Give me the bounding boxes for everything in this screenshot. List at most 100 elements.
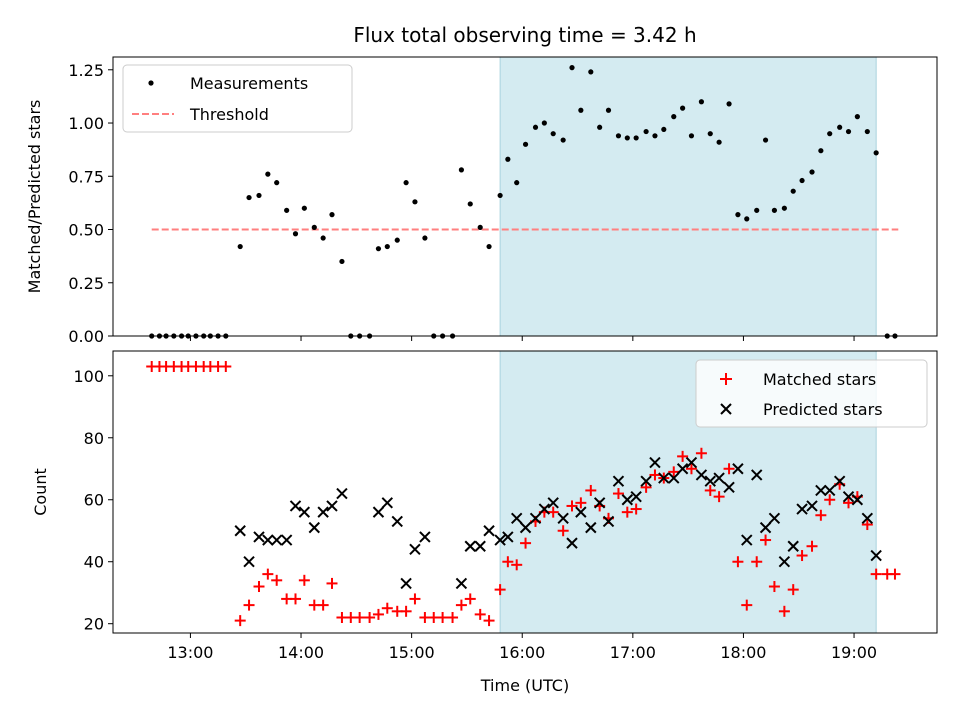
predicted-star-point	[494, 534, 506, 546]
predicted-star-point	[326, 500, 338, 512]
matched-star-point	[557, 525, 569, 537]
matched-star-point	[372, 608, 384, 620]
matched-star-point	[511, 559, 523, 571]
predicted-star-point	[538, 503, 551, 515]
measurement-point	[744, 216, 750, 222]
bottom-x-tick-label: 16:00	[499, 643, 545, 662]
predicted-star-point	[464, 540, 476, 552]
top-legend-box	[122, 64, 353, 133]
predicted-star-point	[474, 540, 486, 552]
matched-star-point	[815, 509, 827, 521]
predicted-star-point	[630, 490, 642, 503]
predicted-star-point	[676, 463, 689, 475]
predicted-star-point	[262, 534, 274, 546]
predicted-star-point	[585, 521, 597, 534]
predicted-star-point	[649, 456, 661, 469]
bottom-y-tick-label: 80	[84, 429, 104, 448]
measurement-point	[688, 133, 695, 139]
predicted-star-point	[870, 549, 882, 562]
measurement-point	[716, 139, 722, 145]
matched-star-point	[243, 599, 255, 611]
measurement-point	[799, 177, 805, 184]
matched-star-point	[220, 360, 232, 372]
predicted-star-point	[787, 540, 799, 552]
predicted-star-point	[400, 577, 412, 590]
measurement-point	[735, 212, 741, 218]
measurement-point	[624, 135, 630, 141]
bottom-x-tick-label: 13:00	[167, 643, 213, 662]
matched-star-point	[704, 484, 716, 496]
predicted-star-point	[824, 484, 836, 497]
measurement-point	[605, 107, 612, 113]
matched-star-point	[326, 577, 338, 589]
measurement-point	[284, 207, 290, 213]
measurement-point	[320, 235, 326, 241]
matched-star-point	[861, 519, 873, 531]
matched-star-point	[778, 605, 790, 617]
matched-star-point	[640, 481, 652, 493]
predicted-star-point	[483, 525, 495, 537]
matched-star-point	[262, 568, 274, 580]
predicted-star-point	[713, 472, 725, 484]
measurement-point	[827, 131, 833, 137]
matched-star-point	[354, 612, 366, 624]
legend-matched-label: Matched stars	[763, 370, 876, 389]
predicted-star-point	[768, 512, 781, 525]
predicted-star-point	[510, 512, 523, 525]
legend-threshold-label: Threshold	[189, 105, 269, 124]
bottom-x-tick-label: 19:00	[831, 643, 877, 662]
measurement-point	[873, 150, 879, 156]
matched-star-point	[768, 581, 780, 593]
measurement-point	[818, 148, 824, 154]
measurement-point	[762, 137, 769, 143]
predicted-star-point	[751, 469, 763, 481]
legend-predicted-label: Predicted stars	[763, 400, 883, 419]
bottom-plot-frame	[112, 350, 938, 634]
bottom-x-tick-label: 17:00	[610, 643, 656, 662]
predicted-star-point	[566, 537, 578, 549]
top-y-tick-label: 0.50	[68, 221, 104, 240]
matched-star-point	[502, 556, 514, 568]
predicted-star-point	[419, 531, 431, 543]
matched-star-point	[400, 605, 412, 617]
matched-star-point	[870, 568, 882, 580]
measurement-point	[671, 114, 677, 120]
matched-star-point	[566, 500, 578, 512]
chart-title: Flux total observing time = 3.42 h	[353, 23, 696, 47]
measurement-point	[339, 258, 345, 265]
matched-star-point	[685, 463, 697, 475]
measurement-point	[680, 105, 686, 111]
predicted-star-point	[391, 515, 403, 528]
legend-matched-marker	[720, 373, 732, 385]
measurement-point	[643, 128, 649, 135]
predicted-star-point	[612, 475, 625, 487]
measurement-point	[726, 101, 732, 107]
predicted-star-point	[759, 521, 772, 534]
predicted-star-point	[317, 506, 329, 518]
matched-star-point	[585, 484, 597, 496]
bottom-x-tick-label: 18:00	[720, 643, 766, 662]
predicted-star-point	[621, 494, 634, 506]
matched-star-point	[806, 540, 818, 552]
top-y-tick-label: 1.00	[68, 114, 104, 133]
predicted-star-point	[593, 497, 606, 509]
bottom-y-tick-label: 40	[84, 553, 104, 572]
measurement-point	[707, 131, 713, 137]
measurement-point	[246, 194, 252, 201]
predicted-star-point	[519, 521, 532, 534]
predicted-stars-points	[234, 456, 882, 590]
measurement-point	[384, 243, 390, 250]
matched-stars-points	[146, 360, 901, 627]
matched-star-point	[787, 584, 799, 596]
measurement-point	[854, 114, 860, 120]
measurement-point	[652, 133, 658, 139]
measurement-point	[845, 128, 852, 135]
predicted-star-point	[723, 481, 735, 494]
measurement-point	[292, 231, 299, 237]
matched-star-point	[621, 506, 633, 518]
measurement-point	[550, 131, 556, 137]
predicted-star-point	[243, 556, 255, 568]
measurement-point	[569, 65, 575, 71]
measurement-point	[394, 237, 400, 243]
